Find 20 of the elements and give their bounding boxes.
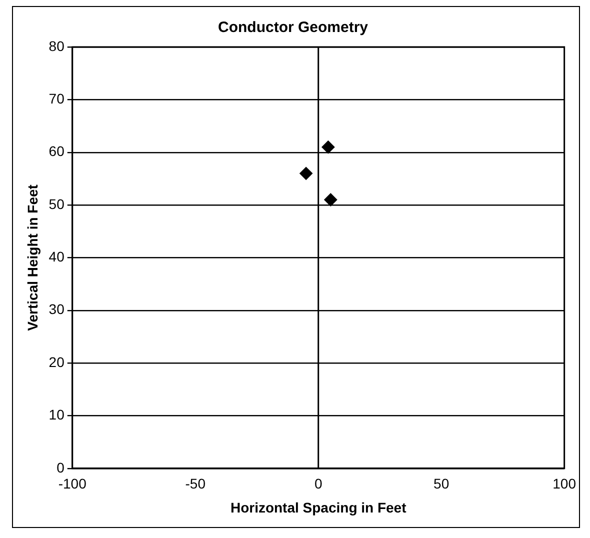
x-tick-label: 100 — [552, 476, 576, 492]
y-tick-label: 60 — [48, 143, 65, 160]
x-tick-label: -100 — [58, 476, 87, 492]
y-tick-label: 80 — [48, 38, 65, 54]
x-tick-label: 50 — [434, 476, 450, 492]
point — [300, 166, 313, 180]
y-tick-label: 0 — [56, 459, 65, 476]
point — [322, 140, 335, 154]
x-axis-title: Horizontal Spacing in Feet — [230, 499, 407, 516]
x-tick-label: -50 — [185, 476, 206, 492]
y-tick-label: 50 — [48, 196, 65, 212]
y-tick-label: 20 — [48, 354, 65, 370]
y-tick-label: 70 — [48, 90, 65, 107]
point — [324, 193, 338, 206]
y-axis-title: Vertical Height in Feet — [24, 184, 40, 331]
y-tick-label: 30 — [48, 301, 65, 318]
x-tick-label: 0 — [314, 476, 322, 492]
y-tick-label: 10 — [48, 406, 65, 423]
y-tick-label: 40 — [48, 248, 65, 265]
chart-title: Conductor Geometry — [218, 19, 369, 36]
